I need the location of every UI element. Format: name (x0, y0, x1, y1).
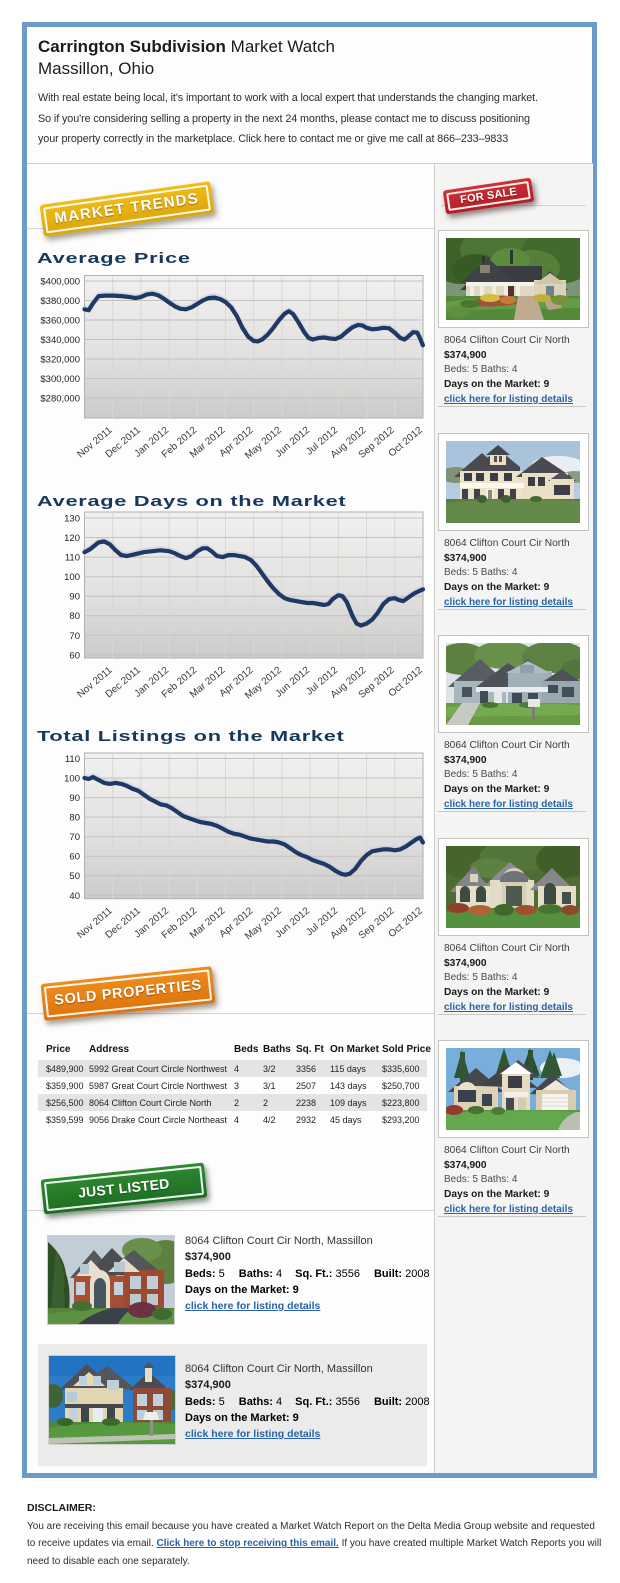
svg-text:120: 120 (64, 533, 80, 544)
svg-text:$360,000: $360,000 (40, 316, 80, 327)
svg-text:50: 50 (69, 871, 80, 882)
svg-text:80: 80 (69, 813, 80, 824)
svg-text:70: 70 (69, 832, 80, 843)
svg-text:$320,000: $320,000 (40, 355, 80, 366)
svg-text:40: 40 (69, 891, 80, 902)
svg-text:90: 90 (69, 793, 80, 804)
svg-text:$300,000: $300,000 (40, 374, 80, 385)
svg-text:110: 110 (65, 754, 80, 765)
svg-text:$280,000: $280,000 (40, 394, 80, 405)
svg-text:130: 130 (64, 514, 80, 525)
svg-text:90: 90 (69, 592, 80, 603)
svg-text:$340,000: $340,000 (40, 335, 80, 346)
svg-text:$380,000: $380,000 (40, 296, 80, 307)
svg-text:60: 60 (69, 852, 80, 863)
svg-text:100: 100 (64, 572, 80, 583)
svg-text:80: 80 (69, 611, 80, 622)
svg-text:100: 100 (64, 774, 80, 785)
svg-text:70: 70 (69, 631, 80, 642)
svg-text:110: 110 (65, 553, 80, 564)
svg-text:$400,000: $400,000 (40, 277, 80, 288)
svg-text:60: 60 (69, 650, 80, 661)
